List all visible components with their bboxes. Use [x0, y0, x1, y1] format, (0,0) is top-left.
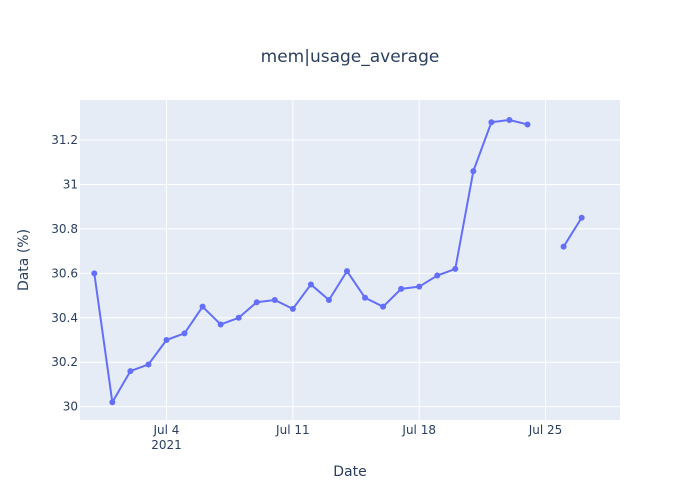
- data-point[interactable]: [325, 297, 332, 303]
- data-point[interactable]: [560, 243, 567, 250]
- data-point[interactable]: [362, 294, 369, 301]
- x-tick-label: Jul 4: [153, 423, 180, 437]
- data-point[interactable]: [199, 303, 206, 310]
- data-point[interactable]: [271, 297, 278, 303]
- data-point[interactable]: [524, 121, 531, 128]
- data-point[interactable]: [470, 168, 477, 175]
- y-tick-label: 30.4: [51, 311, 78, 325]
- data-point[interactable]: [253, 299, 260, 306]
- data-point[interactable]: [163, 337, 170, 343]
- x-tick-label: Jul 18: [401, 423, 436, 437]
- y-axis-ticks: 30 30.2 30.4 30.6 30.8 31 31.2: [51, 133, 78, 414]
- y-tick-label: 30.2: [51, 355, 78, 369]
- series-line: [562, 217, 583, 248]
- y-tick-label: 30: [63, 400, 78, 414]
- data-point[interactable]: [181, 330, 188, 337]
- data-point[interactable]: [289, 305, 296, 312]
- x-tick-label: Jul 25: [528, 423, 563, 437]
- y-axis-title: Data (%): [16, 229, 32, 291]
- data-point[interactable]: [235, 314, 242, 321]
- y-tick-label: 31.2: [51, 133, 78, 147]
- x-axis-title: Date: [333, 464, 366, 480]
- data-point[interactable]: [145, 361, 152, 368]
- data-point[interactable]: [217, 321, 224, 328]
- y-tick-label: 31: [63, 177, 78, 191]
- data-point[interactable]: [91, 270, 98, 277]
- data-point[interactable]: [307, 281, 314, 288]
- x-tick-label: Jul 11: [275, 423, 310, 437]
- data-point[interactable]: [398, 285, 405, 292]
- chart-title: mem|usage_average: [261, 47, 440, 67]
- plot-area: [80, 100, 620, 420]
- data-point[interactable]: [452, 265, 459, 272]
- data-point[interactable]: [127, 368, 134, 375]
- series-layer: [91, 117, 585, 406]
- data-point[interactable]: [434, 272, 441, 279]
- data-point[interactable]: [380, 303, 387, 310]
- data-point[interactable]: [416, 283, 423, 290]
- data-point[interactable]: [578, 214, 585, 221]
- y-tick-label: 30.6: [51, 266, 78, 280]
- data-point[interactable]: [506, 117, 513, 123]
- x-tick-year-label: 2021: [151, 438, 182, 452]
- data-point[interactable]: [488, 119, 495, 126]
- grid-lines: [80, 100, 620, 420]
- data-point[interactable]: [343, 268, 350, 275]
- y-tick-label: 30.8: [51, 222, 78, 236]
- data-point[interactable]: [109, 399, 116, 406]
